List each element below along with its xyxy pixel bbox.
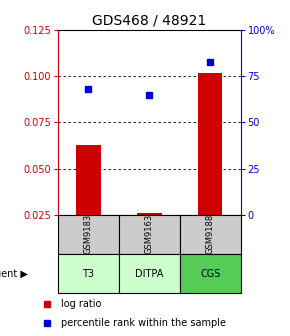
Bar <box>76 144 101 215</box>
Text: GSM9163: GSM9163 <box>145 214 154 254</box>
Bar <box>180 215 241 254</box>
Text: GSM9188: GSM9188 <box>206 214 215 254</box>
Bar <box>58 215 119 254</box>
Bar <box>119 215 180 254</box>
Text: percentile rank within the sample: percentile rank within the sample <box>61 318 226 328</box>
Bar <box>198 73 222 215</box>
Text: agent ▶: agent ▶ <box>0 269 28 279</box>
Bar <box>137 213 162 215</box>
Title: GDS468 / 48921: GDS468 / 48921 <box>92 14 206 28</box>
Bar <box>58 254 119 293</box>
Text: CGS: CGS <box>200 269 220 279</box>
Bar <box>180 254 241 293</box>
Text: DITPA: DITPA <box>135 269 164 279</box>
Text: GSM9183: GSM9183 <box>84 214 93 254</box>
Text: log ratio: log ratio <box>61 299 102 309</box>
Bar <box>119 254 180 293</box>
Text: T3: T3 <box>82 269 95 279</box>
